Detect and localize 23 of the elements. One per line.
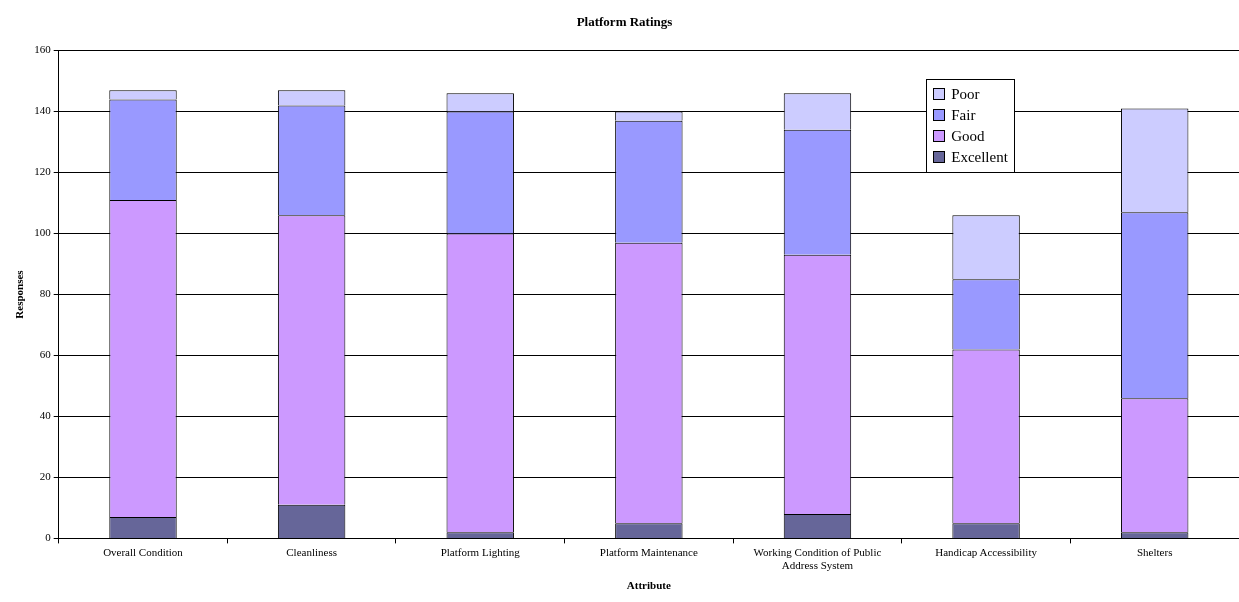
legend-label: Fair xyxy=(951,106,976,124)
y-tick-label: 140 xyxy=(34,104,52,117)
y-tick-label: 100 xyxy=(34,226,52,239)
x-tick-label: Overall Condition xyxy=(103,545,184,558)
y-tick-label: 160 xyxy=(34,43,52,56)
x-axis-title: Attribute xyxy=(626,579,671,592)
legend-label: Excellent xyxy=(951,148,1008,166)
x-tick-label: Handicap Accessibility xyxy=(935,545,1038,558)
y-tick-label: 60 xyxy=(39,348,52,361)
y-tick-label: 20 xyxy=(39,470,52,483)
legend-label: Good xyxy=(951,127,985,145)
y-tick-label: 120 xyxy=(34,165,52,178)
x-tick-label: Cleanliness xyxy=(286,545,337,558)
y-tick-label: 0 xyxy=(45,531,52,544)
legend-label: Poor xyxy=(951,85,980,103)
y-tick-label: 80 xyxy=(39,287,52,300)
x-tick-label: Platform Lighting xyxy=(440,545,521,558)
y-tick-label: 40 xyxy=(39,409,52,422)
y-axis-title: Responses xyxy=(13,269,26,319)
x-tick-label: Shelters xyxy=(1136,545,1173,558)
chart-title: Platform Ratings xyxy=(576,14,673,30)
x-tick-label: Platform Maintenance xyxy=(599,545,698,558)
x-tick-label: Working Condition of Public Address System xyxy=(753,545,882,572)
